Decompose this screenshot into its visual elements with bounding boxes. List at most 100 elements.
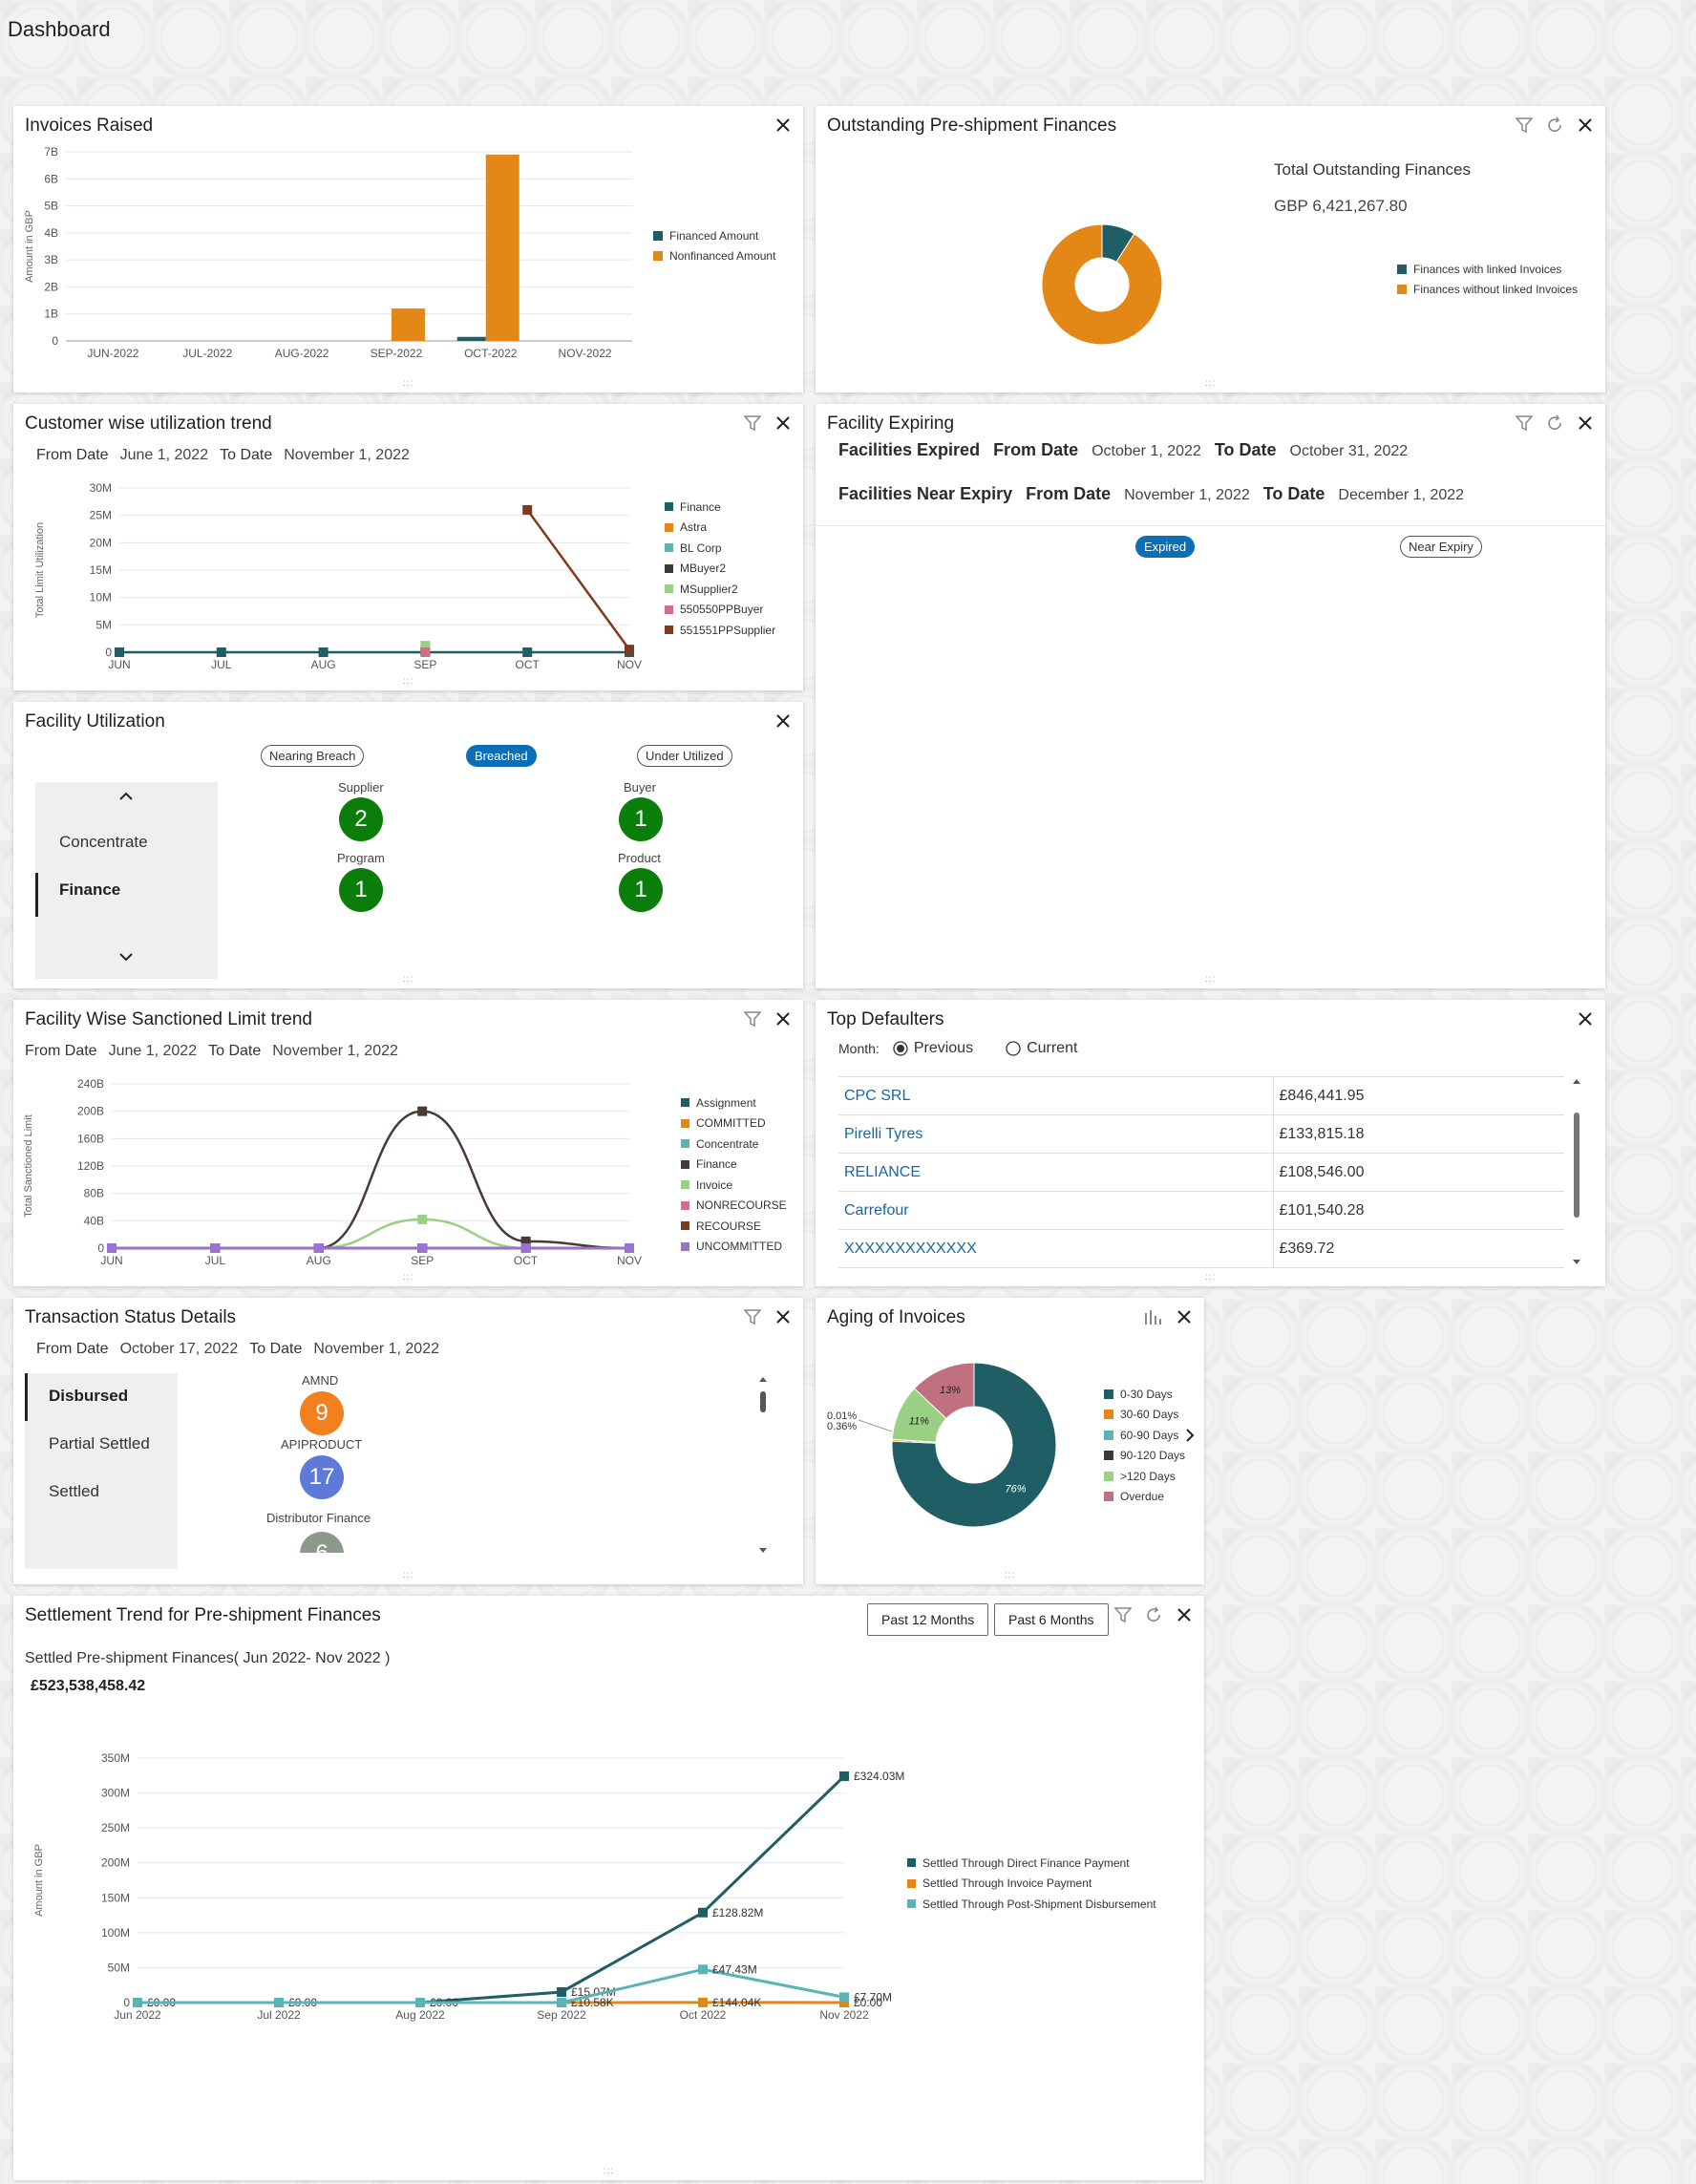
close-icon[interactable] xyxy=(1575,1008,1596,1029)
near-to-value[interactable]: December 1, 2022 xyxy=(1338,487,1465,503)
filter-icon[interactable] xyxy=(1113,1604,1134,1625)
data-point xyxy=(522,504,533,515)
resize-grip[interactable]: ::: xyxy=(1004,1570,1016,1580)
menu-item-disbursed[interactable]: Disbursed xyxy=(49,1387,129,1405)
status-count-badge[interactable]: 6 xyxy=(300,1532,344,1553)
legend-item[interactable]: 0-30 Days xyxy=(1104,1384,1185,1405)
refresh-icon[interactable] xyxy=(1143,1604,1164,1625)
status-count-badge[interactable]: 17 xyxy=(300,1455,344,1499)
legend-item[interactable]: Overdue xyxy=(1104,1487,1185,1508)
legend-label: NONRECOURSE xyxy=(696,1198,787,1213)
x-tick-label: JUL xyxy=(205,1254,226,1267)
count-badge[interactable]: 1 xyxy=(619,797,663,841)
close-icon[interactable] xyxy=(1174,1306,1195,1327)
scrollbar[interactable] xyxy=(757,1374,769,1556)
bar-chart-icon[interactable] xyxy=(1143,1306,1164,1327)
legend-item[interactable]: 30-60 Days xyxy=(1104,1405,1185,1426)
legend-label: RECOURSE xyxy=(696,1219,762,1233)
legend-label: UNCOMMITTED xyxy=(696,1240,782,1254)
close-icon[interactable] xyxy=(1174,1604,1195,1625)
resize-grip[interactable]: ::: xyxy=(603,2166,615,2176)
tab-breached[interactable]: Breached xyxy=(466,745,537,767)
menu-item-settled[interactable]: Settled xyxy=(49,1482,99,1500)
to-date-value[interactable]: November 1, 2022 xyxy=(272,1043,398,1059)
chevron-right-icon[interactable] xyxy=(1184,1428,1196,1448)
chevron-down-icon[interactable] xyxy=(117,950,135,968)
status-count-badge[interactable]: 9 xyxy=(300,1391,344,1435)
defaulter-name[interactable]: Pirelli Tyres xyxy=(838,1114,1274,1154)
count-badge[interactable]: 1 xyxy=(619,868,663,912)
close-icon[interactable] xyxy=(773,115,794,136)
legend-item[interactable]: Settled Through Invoice Payment xyxy=(907,1874,1156,1895)
legend-item[interactable]: Concentrate xyxy=(681,1134,787,1155)
to-date-value[interactable]: November 1, 2022 xyxy=(313,1341,439,1357)
defaulter-name[interactable]: CPC SRL xyxy=(838,1076,1274,1115)
legend-item[interactable]: COMMITTED xyxy=(681,1113,787,1134)
resize-grip[interactable]: ::: xyxy=(402,1272,414,1283)
close-icon[interactable] xyxy=(773,710,794,732)
filter-icon[interactable] xyxy=(1514,115,1535,136)
legend-item[interactable]: Finance xyxy=(665,497,775,518)
legend-item[interactable]: >120 Days xyxy=(1104,1466,1185,1487)
legend-item[interactable]: 551551PPSupplier xyxy=(665,620,775,641)
to-date-value[interactable]: November 1, 2022 xyxy=(284,447,410,463)
legend-item[interactable]: Invoice xyxy=(681,1175,787,1196)
chevron-up-icon[interactable] xyxy=(117,790,135,808)
close-icon[interactable] xyxy=(773,1008,794,1029)
radio-previous[interactable]: Previous xyxy=(893,1040,973,1057)
menu-item-concentrate[interactable]: Concentrate xyxy=(59,833,148,851)
close-icon[interactable] xyxy=(1575,413,1596,434)
scrollbar[interactable] xyxy=(1571,1076,1582,1267)
defaulter-name[interactable]: Carrefour xyxy=(838,1191,1274,1230)
refresh-icon[interactable] xyxy=(1544,413,1565,434)
resize-grip[interactable]: ::: xyxy=(1204,1272,1217,1283)
menu-item-finance[interactable]: Finance xyxy=(59,880,121,899)
refresh-icon[interactable] xyxy=(1544,115,1565,136)
legend-item[interactable]: 550550PPBuyer xyxy=(665,600,775,621)
legend-item[interactable]: BL Corp xyxy=(665,538,775,559)
past-6-months-button[interactable]: Past 6 Months xyxy=(994,1603,1109,1636)
resize-grip[interactable]: ::: xyxy=(1204,378,1217,389)
past-12-months-button[interactable]: Past 12 Months xyxy=(867,1603,989,1636)
from-date-value[interactable]: June 1, 2022 xyxy=(119,447,209,463)
resize-grip[interactable]: ::: xyxy=(402,974,414,985)
resize-grip[interactable]: ::: xyxy=(1204,974,1217,985)
legend-item[interactable]: 90-120 Days xyxy=(1104,1446,1185,1467)
legend-item[interactable]: Astra xyxy=(665,518,775,539)
from-date-value[interactable]: June 1, 2022 xyxy=(108,1043,198,1059)
from-date-value[interactable]: October 17, 2022 xyxy=(119,1341,239,1357)
defaulter-name[interactable]: XXXXXXXXXXXXX xyxy=(838,1229,1274,1268)
expired-to-value[interactable]: October 31, 2022 xyxy=(1289,443,1409,459)
tab-expired[interactable]: Expired xyxy=(1135,536,1196,558)
tab-near-expiry[interactable]: Near Expiry xyxy=(1400,536,1482,558)
resize-grip[interactable]: ::: xyxy=(402,1570,414,1580)
close-icon[interactable] xyxy=(1575,115,1596,136)
close-icon[interactable] xyxy=(773,1306,794,1327)
legend-item[interactable]: Settled Through Post-Shipment Disburseme… xyxy=(907,1894,1156,1915)
close-icon[interactable] xyxy=(773,413,794,434)
legend-item[interactable]: MSupplier2 xyxy=(665,579,775,600)
filter-icon[interactable] xyxy=(742,1008,763,1029)
radio-current[interactable]: Current xyxy=(1006,1040,1077,1057)
legend-item[interactable]: Settled Through Direct Finance Payment xyxy=(907,1853,1156,1874)
tab-nearing-breach[interactable]: Nearing Breach xyxy=(261,745,365,767)
legend-item[interactable]: MBuyer2 xyxy=(665,559,775,580)
legend-item[interactable]: 60-90 Days xyxy=(1104,1425,1185,1446)
near-from-value[interactable]: November 1, 2022 xyxy=(1124,487,1250,503)
filter-icon[interactable] xyxy=(742,1306,763,1327)
legend-item[interactable]: Assignment xyxy=(681,1092,787,1113)
tab-under-utilized[interactable]: Under Utilized xyxy=(637,745,732,767)
legend-item[interactable]: Finance xyxy=(681,1155,787,1176)
count-badge[interactable]: 2 xyxy=(339,797,383,841)
filter-icon[interactable] xyxy=(1514,413,1535,434)
legend-item[interactable]: NONRECOURSE xyxy=(681,1196,787,1217)
resize-grip[interactable]: ::: xyxy=(402,378,414,389)
filter-icon[interactable] xyxy=(742,413,763,434)
count-badge[interactable]: 1 xyxy=(339,868,383,912)
resize-grip[interactable]: ::: xyxy=(402,676,414,687)
legend-item[interactable]: UNCOMMITTED xyxy=(681,1237,787,1258)
legend-item[interactable]: RECOURSE xyxy=(681,1216,787,1237)
expired-from-value[interactable]: October 1, 2022 xyxy=(1092,443,1201,459)
menu-item-partial-settled[interactable]: Partial Settled xyxy=(49,1434,150,1452)
defaulter-name[interactable]: RELIANCE xyxy=(838,1153,1274,1192)
